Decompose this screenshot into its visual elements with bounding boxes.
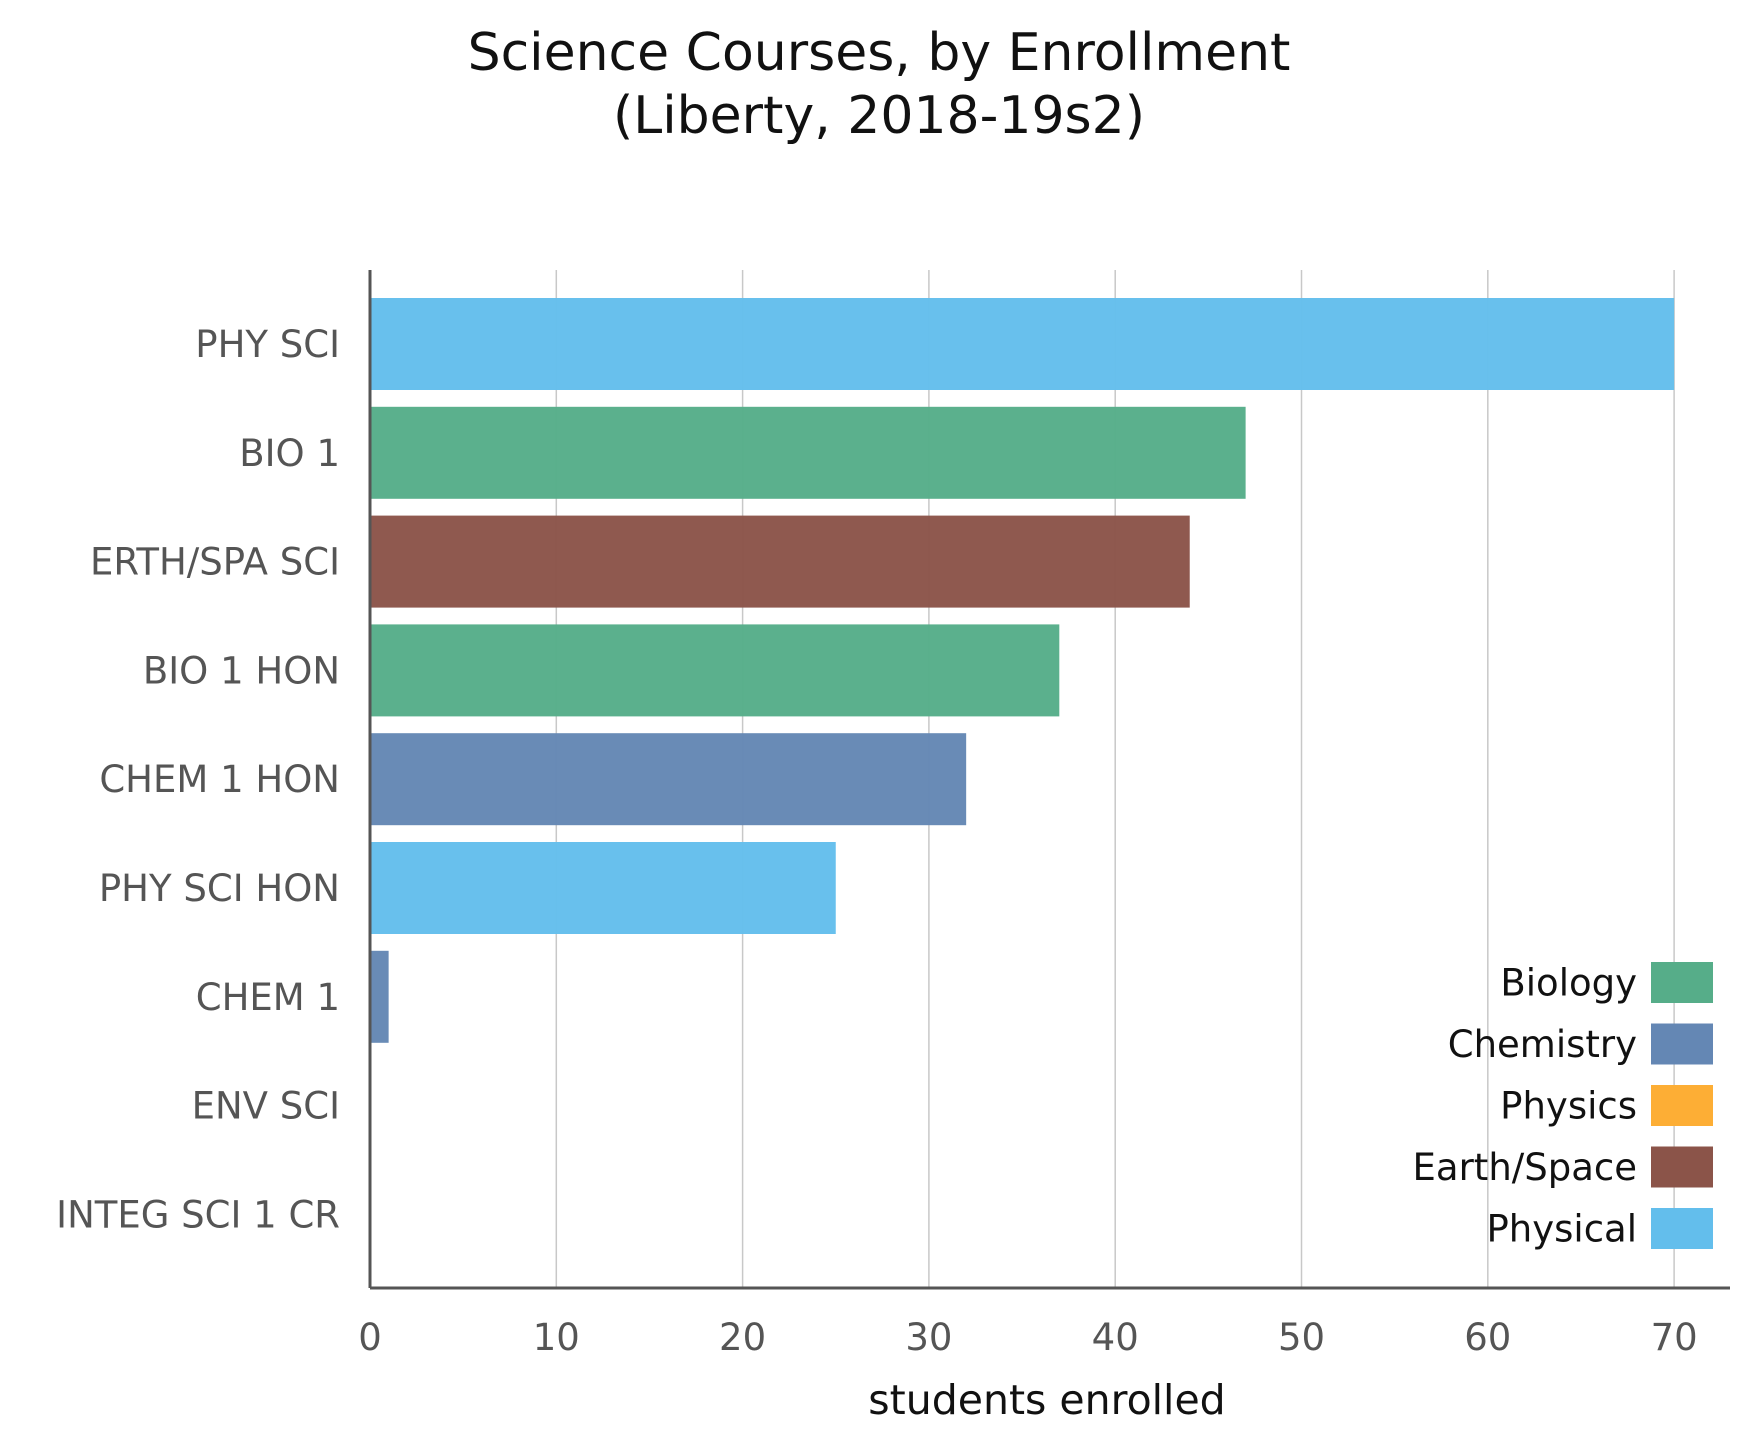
legend-swatch-physical (1651, 1208, 1713, 1249)
category-label: CHEM 1 HON (99, 758, 340, 801)
legend-swatch-chemistry (1651, 1023, 1713, 1065)
category-label: ERTH/SPA SCI (90, 541, 340, 584)
x-tick-label: 50 (1278, 1316, 1325, 1359)
x-tick-label: 30 (905, 1316, 952, 1359)
bar-bio-1 (370, 406, 1246, 499)
bar-phy-sci (370, 298, 1675, 390)
legend-label: Physical (1486, 1208, 1637, 1251)
x-tick-label: 20 (719, 1316, 766, 1359)
category-label: PHY SCI (195, 323, 340, 366)
chart-title: Science Courses, by Enrollment (Liberty,… (467, 23, 1291, 147)
legend-label: Earth/Space (1413, 1146, 1637, 1189)
legend-label: Chemistry (1448, 1023, 1637, 1066)
category-label: ENV SCI (192, 1085, 340, 1128)
legend: Biology Chemistry Physics Earth/Space Physic… (1413, 962, 1713, 1251)
category-label: CHEM 1 (196, 976, 340, 1019)
axes (368, 270, 1730, 1290)
bar-chem-1 (370, 950, 389, 1043)
bar-phy-sci-hon (370, 842, 836, 934)
x-tick-label: 0 (358, 1316, 382, 1359)
category-label: BIO 1 HON (143, 649, 340, 692)
x-tick-label: 10 (533, 1316, 580, 1359)
x-axis-title: students enrolled (868, 1376, 1225, 1424)
legend-label: Biology (1500, 962, 1637, 1005)
x-tick-label: 40 (1092, 1316, 1139, 1359)
bar-chem-1-hon (370, 733, 967, 826)
x-tick-label: 60 (1464, 1316, 1511, 1359)
legend-swatch-biology (1651, 962, 1713, 1003)
x-tick-label: 70 (1651, 1316, 1698, 1359)
bars (370, 298, 1675, 1043)
category-label: PHY SCI HON (99, 867, 340, 910)
legend-swatch-physics (1651, 1085, 1713, 1126)
x-tick-labels: 0 10 20 30 40 50 60 70 (358, 1316, 1697, 1359)
category-labels: PHY SCI BIO 1 ERTH/SPA SCI BIO 1 HON CHEM 1 … (56, 323, 340, 1236)
legend-swatch-earth-space (1651, 1146, 1713, 1188)
category-label: INTEG SCI 1 CR (56, 1193, 340, 1236)
bar-erth-spa-sci (370, 515, 1190, 608)
legend-label: Physics (1500, 1085, 1637, 1128)
category-label: BIO 1 (239, 432, 340, 475)
bar-bio-1-hon (370, 624, 1060, 717)
